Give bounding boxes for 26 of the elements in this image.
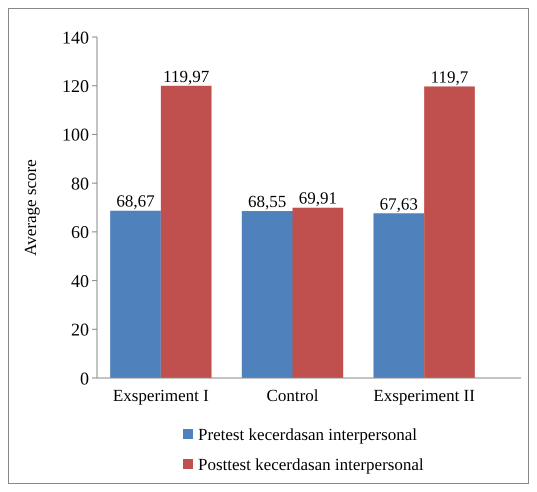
y-tick-label: 20 xyxy=(71,320,89,340)
data-label: 68,55 xyxy=(248,192,286,212)
data-label: 69,91 xyxy=(298,188,337,208)
legend-label: Pretest kecerdasan interpersonal xyxy=(198,424,418,444)
y-tick-label: 60 xyxy=(71,222,89,242)
y-tick-label: 80 xyxy=(71,173,89,194)
x-tick-label: Control xyxy=(266,386,319,405)
bar xyxy=(110,210,161,378)
legend-label: Posttest kecerdasan interpersonal xyxy=(198,454,424,474)
y-tick-label: 0 xyxy=(80,368,89,388)
y-tick-label: 40 xyxy=(71,270,89,291)
y-tick-label: 100 xyxy=(62,124,89,145)
bar xyxy=(424,86,475,378)
data-label: 119,97 xyxy=(163,66,210,86)
bar xyxy=(242,211,292,378)
data-label: 119,7 xyxy=(430,67,469,86)
bar xyxy=(160,86,212,378)
data-label: 67,63 xyxy=(380,194,418,214)
x-tick-label: Exsperiment II xyxy=(373,386,476,405)
x-tick-label: Exsperiment I xyxy=(112,386,210,405)
y-axis-title: Average score xyxy=(21,159,40,256)
y-tick-label: 140 xyxy=(62,27,89,48)
bar xyxy=(373,213,424,378)
data-label: 68,67 xyxy=(116,192,156,211)
y-tick-label: 120 xyxy=(62,76,89,96)
bar xyxy=(292,208,344,378)
